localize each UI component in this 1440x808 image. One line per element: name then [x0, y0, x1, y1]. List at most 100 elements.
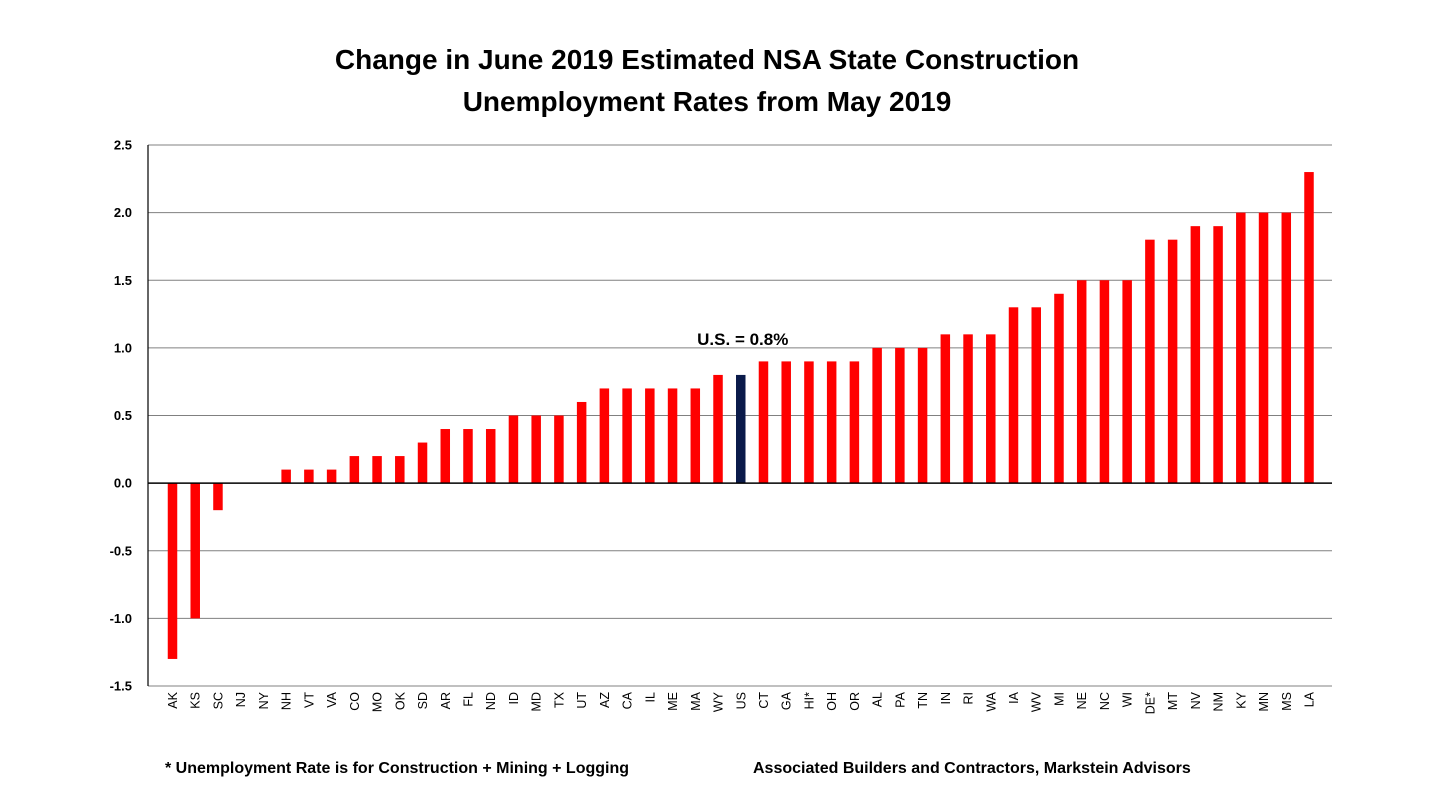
y-tick-label: 1.0 [114, 340, 132, 355]
x-tick-label: DE* [1143, 692, 1157, 714]
x-tick-label: SC [211, 692, 225, 709]
x-tick-label: OR [848, 692, 862, 711]
y-tick-label: 2.5 [114, 138, 132, 153]
bar-us [736, 374, 746, 484]
x-tick-label: CA [621, 691, 635, 709]
bar-id [508, 415, 519, 484]
x-tick-label: IN [939, 692, 953, 705]
x-tick-label: SD [416, 692, 430, 709]
chart-title-line-2: Unemployment Rates from May 2019 [462, 86, 952, 117]
bar-ak [167, 483, 178, 659]
bar-ia [1008, 307, 1019, 484]
x-tick-label: WA [984, 691, 998, 711]
bar-ct [758, 361, 769, 484]
x-tick-label: PA [893, 691, 907, 707]
bar-oh [826, 361, 837, 484]
bar-fl [463, 429, 473, 484]
bar-mi [1054, 293, 1064, 484]
x-tick-label: GA [780, 691, 794, 710]
bar-wi [1122, 280, 1132, 484]
x-tick-label: MS [1280, 692, 1294, 711]
x-tick-label: MO [371, 692, 385, 712]
bar-pa [895, 347, 905, 484]
bar-ok [395, 456, 405, 484]
bar-ri [963, 334, 973, 484]
y-tick-label: -1.5 [110, 679, 132, 694]
x-tick-label: NE [1075, 692, 1089, 709]
bar-mn [1258, 212, 1269, 484]
x-tick-label: NJ [234, 692, 248, 707]
bar-wa [986, 334, 996, 484]
bar-sc [213, 483, 223, 511]
y-tick-label: 0.5 [114, 408, 132, 423]
bar-ms [1281, 212, 1292, 484]
x-tick-label: AL [871, 692, 885, 707]
bar-wy [713, 374, 723, 484]
bar-va [326, 469, 337, 484]
x-tick-label: LA [1303, 691, 1317, 707]
x-tick-label: OH [825, 692, 839, 711]
bar-ne [1076, 280, 1087, 484]
footnote-left: * Unemployment Rate is for Construction … [165, 760, 630, 777]
x-tick-label: IA [1007, 691, 1021, 703]
bar-ma [690, 388, 701, 484]
bar-mt [1167, 239, 1178, 484]
x-tick-label: US [734, 692, 748, 709]
x-tick-label: VT [302, 692, 316, 708]
bar-ca [622, 388, 632, 484]
x-tick-label: MA [689, 691, 703, 710]
y-tick-label: 2.0 [114, 205, 132, 220]
x-tick-label: NM [1212, 692, 1226, 711]
x-tick-label: IL [643, 692, 657, 702]
bar-al [872, 347, 882, 484]
bar-la [1304, 172, 1314, 484]
x-tick-label: NY [257, 691, 271, 709]
x-tick-label: WI [1121, 692, 1135, 707]
x-tick-label: MN [1257, 692, 1271, 711]
x-tick-label: OK [393, 691, 407, 710]
chart-title-line-1: Change in June 2019 Estimated NSA State … [334, 44, 1080, 75]
x-tick-label: UT [575, 692, 589, 709]
bar-vt [304, 469, 314, 484]
y-tick-label: -0.5 [110, 543, 132, 558]
x-tick-label: WY [712, 691, 726, 712]
bar-tn [917, 347, 928, 484]
x-tick-label: HI* [802, 692, 816, 710]
x-tick-label: ID [507, 692, 521, 705]
bar-tx [554, 415, 564, 484]
x-tick-label: VA [325, 691, 339, 707]
bar-hi [804, 361, 814, 484]
bar-mo [372, 456, 382, 484]
y-tick-label: -1.0 [110, 611, 132, 626]
x-tick-label: MI [1052, 692, 1066, 706]
bar-il [645, 388, 655, 484]
us-annotation: U.S. = 0.8% [697, 330, 788, 349]
bar-sd [417, 442, 428, 484]
x-tick-label: KS [189, 692, 203, 709]
x-tick-label: AR [439, 692, 453, 709]
x-tick-label: TX [552, 691, 566, 708]
bar-ar [440, 429, 451, 484]
bar-de [1145, 239, 1155, 484]
bar-nd [485, 429, 496, 484]
bar-md [531, 415, 541, 484]
bar-wv [1031, 307, 1041, 484]
x-tick-label: CO [348, 692, 362, 711]
x-tick-label: MT [1166, 692, 1180, 710]
x-tick-label: MD [530, 692, 544, 711]
footnote-right: Associated Builders and Contractors, Mar… [753, 760, 1191, 777]
bar-nm [1213, 226, 1223, 484]
bar-nv [1190, 226, 1201, 484]
bar-ks [190, 483, 200, 619]
x-tick-label: WV [1030, 691, 1044, 712]
bar-in [940, 334, 951, 484]
x-tick-label: RI [962, 692, 976, 705]
x-tick-label: TN [916, 692, 930, 709]
x-tick-label: AZ [598, 692, 612, 708]
bar-ga [781, 361, 791, 484]
x-tick-label: ME [666, 692, 680, 711]
bar-ky [1236, 212, 1246, 484]
x-tick-label: FL [461, 692, 475, 707]
bar-or [849, 361, 860, 484]
x-tick-label: KY [1234, 691, 1248, 708]
